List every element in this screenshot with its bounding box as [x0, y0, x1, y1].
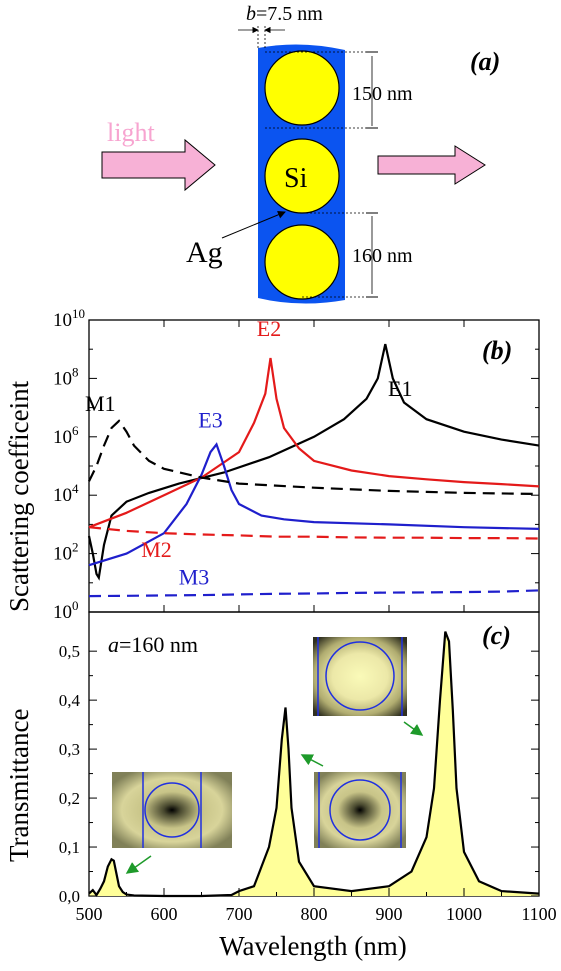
- c-xtick-label: 500: [76, 904, 103, 924]
- series-label-m1: M1: [85, 391, 116, 416]
- c-ytick-label: 0,3: [59, 740, 80, 759]
- panel-c-label: (c): [482, 621, 511, 650]
- field-inset-left: [112, 772, 232, 848]
- c-xtick-label: 900: [376, 904, 403, 924]
- c-ytick-label: 0,0: [59, 887, 80, 906]
- field-inset-top: [313, 637, 407, 716]
- transmittance-chart: 0,0 0,1 0,2 0,3 0,4 0,5 500 600 700 800 900 1000 110…: [4, 611, 557, 961]
- b-ytick-label: 10: [53, 544, 72, 565]
- scattering-ylabel: Scattering coefficeint: [4, 380, 34, 612]
- b-ytick-exponent: 4: [72, 481, 79, 496]
- b-dimension-label: b=7.5 nm: [246, 3, 323, 25]
- series-label-e1: E1: [388, 376, 412, 401]
- b-ytick-label: 10: [53, 485, 72, 506]
- b-ytick-exponent: 2: [72, 540, 79, 555]
- incident-light-arrow: [101, 138, 216, 192]
- series-e3: [88, 442, 540, 567]
- ag-label: Ag: [186, 236, 223, 269]
- dim-top-label: 150 nm: [352, 83, 413, 105]
- c-ytick-label: 0,5: [59, 642, 80, 661]
- dim-bottom-label: 160 nm: [352, 245, 413, 267]
- transmittance-fill: [89, 631, 539, 896]
- c-ytick-label: 0,1: [59, 838, 80, 857]
- b-ytick-exponent: 10: [72, 306, 85, 321]
- b-ytick-exponent: 0: [72, 598, 79, 613]
- panel-a-label: (a): [470, 47, 500, 76]
- series-m3: [88, 589, 540, 598]
- c-ytick-label: 0,2: [59, 789, 80, 808]
- c-xtick-label: 1000: [446, 904, 482, 924]
- period-annotation: a=160 nm: [108, 632, 198, 657]
- c-ytick-label: 0,4: [59, 691, 81, 710]
- series-m1: [88, 419, 540, 496]
- wavelength-xlabel: Wavelength (nm): [219, 931, 407, 961]
- c-xtick-label: 600: [151, 904, 178, 924]
- c-xtick-label: 700: [226, 904, 253, 924]
- panel-b-label: (b): [482, 336, 512, 365]
- transmitted-light-arrow: [377, 145, 486, 185]
- si-sphere-bottom: [264, 224, 340, 300]
- light-label: light: [107, 118, 155, 147]
- series-label-e3: E3: [198, 407, 222, 432]
- series-label-m3: M3: [179, 564, 210, 589]
- b-ytick-label: 10: [53, 310, 72, 331]
- transmittance-ylabel: Transmittance: [4, 709, 34, 862]
- si-label: Si: [284, 163, 308, 194]
- b-ytick-label: 10: [53, 427, 72, 448]
- c-xtick-label: 1100: [521, 904, 556, 924]
- schematic-panel: b=7.5 nm 150 nm 160 nm light Si Ag (a): [101, 3, 500, 304]
- b-ytick-exponent: 6: [72, 423, 79, 438]
- c-xtick-label: 800: [301, 904, 328, 924]
- series-label-e2: E2: [257, 316, 281, 341]
- b-ytick-label: 10: [53, 602, 72, 623]
- field-inset-middle: [314, 772, 406, 848]
- b-ytick-exponent: 8: [72, 364, 79, 379]
- series-e2: [88, 357, 540, 529]
- series-label-m2: M2: [141, 537, 172, 562]
- transmittance-curve: [88, 631, 540, 898]
- si-sphere-top: [264, 50, 340, 126]
- b-ytick-label: 10: [53, 368, 72, 389]
